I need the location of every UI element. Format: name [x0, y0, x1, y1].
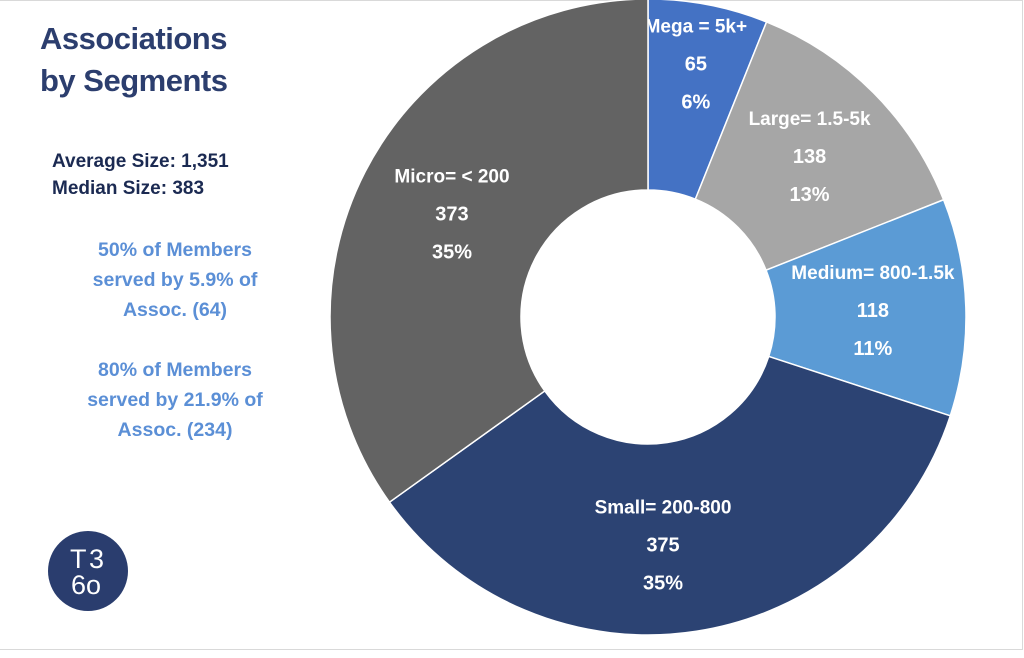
slice-4-percent-label: 35% — [643, 572, 683, 594]
slice-3-percent-label: 11% — [853, 338, 892, 360]
note1-line-2: served by 5.9% of — [92, 269, 258, 291]
slice-1-percent-label: 6% — [681, 92, 710, 114]
slice-4-value-label: 375 — [646, 534, 679, 556]
logo-digit-3: 3 — [89, 544, 104, 574]
average-size: Average Size: 1,351 — [52, 151, 229, 172]
note2-line-2: served by 21.9% of — [87, 389, 263, 411]
slice-5-percent-label: 35% — [432, 242, 472, 264]
slice-3-category-label: Medium= 800-1.5k — [791, 263, 955, 284]
page-title: Associations by Segments — [40, 18, 300, 102]
t360-logo: T 3 6o — [48, 531, 128, 611]
note1-line-3: Assoc. (64) — [122, 299, 228, 321]
note1-line-1: 50% of Members — [98, 239, 252, 261]
slice-4-category-label: Small= 200-800 — [595, 497, 732, 518]
slice-4 — [388, 355, 952, 636]
logo-mark: T 3 6o — [70, 544, 104, 600]
note2-line-1: 80% of Members — [98, 359, 252, 381]
size-stats: Average Size: 1,351 Median Size: 383 — [52, 148, 312, 202]
slice-2-percent-label: 13% — [790, 184, 830, 206]
member-note-50: 50% of Members served by 5.9% of Assoc. … — [40, 235, 310, 325]
note2-line-3: Assoc. (234) — [117, 419, 233, 441]
member-note-80: 80% of Members served by 21.9% of Assoc.… — [40, 355, 310, 445]
slice-5-value-label: 373 — [435, 204, 468, 226]
slice-1-value-label: 65 — [685, 54, 707, 76]
donut-hole — [521, 190, 775, 444]
median-size: Median Size: 383 — [52, 178, 205, 199]
slice-2-category-label: Large= 1.5-5k — [749, 109, 871, 130]
logo-digits-6o: 6o — [71, 570, 101, 600]
slice-5-category-label: Micro= < 200 — [394, 167, 509, 188]
title-line-1: Associations — [40, 21, 227, 56]
title-line-2: by Segments — [40, 63, 228, 98]
slice-2-value-label: 138 — [793, 146, 826, 168]
slice-3-value-label: 118 — [857, 300, 889, 322]
slice-1-category-label: Mega = 5k+ — [645, 17, 747, 38]
logo-letter-t: T — [70, 544, 87, 574]
